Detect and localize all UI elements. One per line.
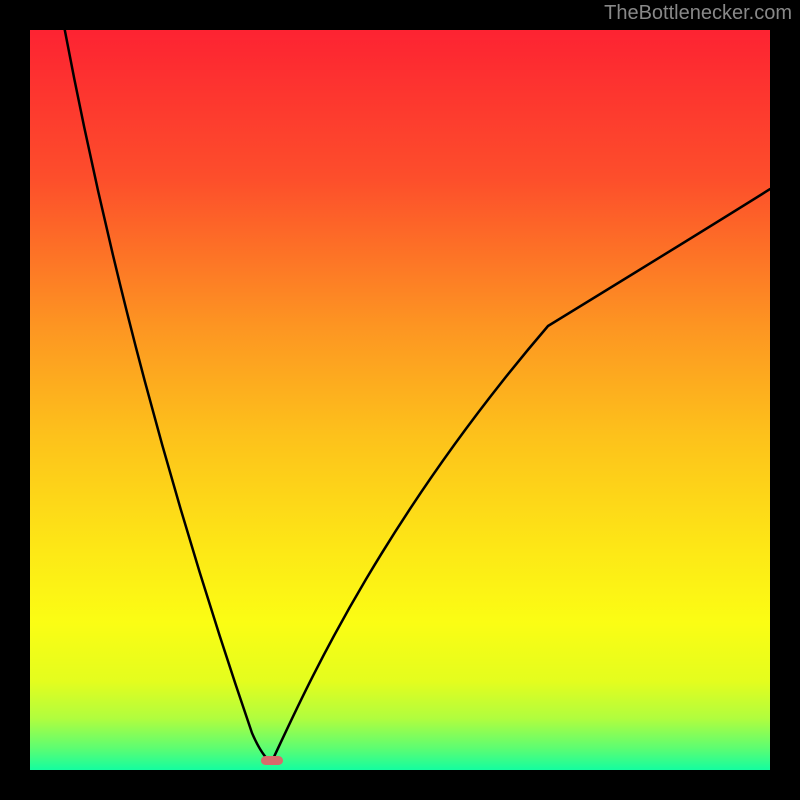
- chart-svg: [0, 0, 800, 800]
- bottleneck-chart: TheBottlenecker.com: [0, 0, 800, 800]
- watermark-text: TheBottlenecker.com: [604, 2, 792, 25]
- optimal-point-marker: [261, 756, 283, 766]
- plot-background: [30, 30, 770, 770]
